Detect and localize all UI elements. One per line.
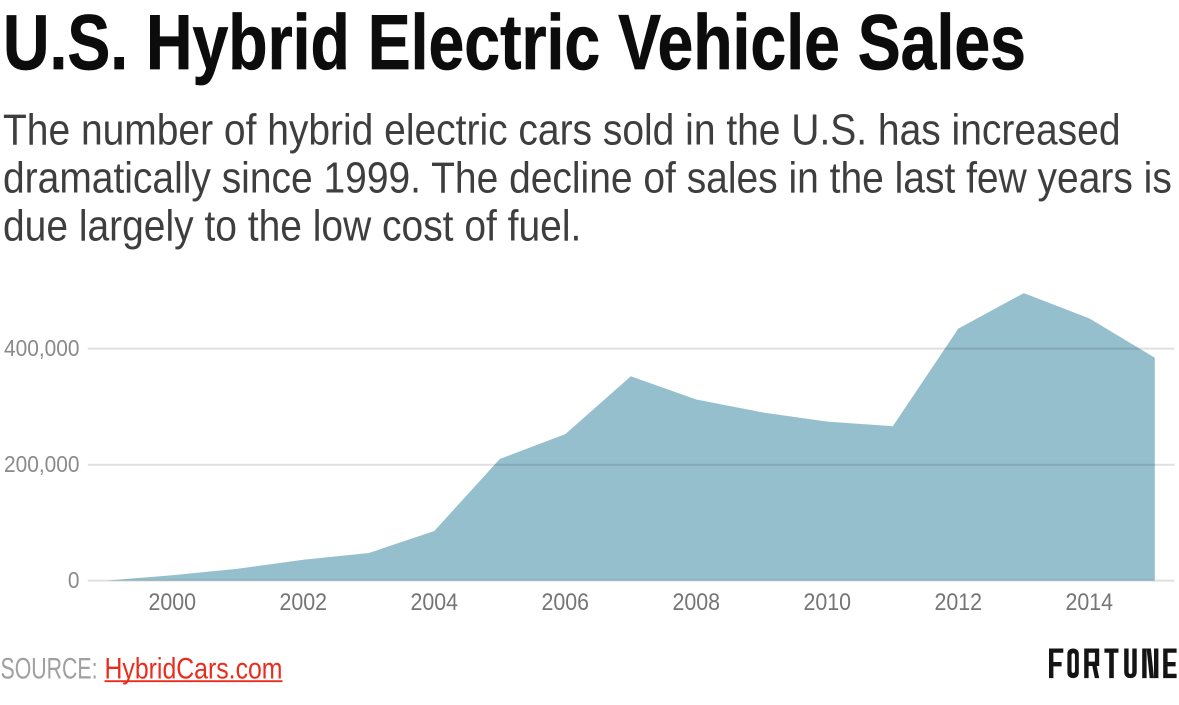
svg-text:The number of hybrid electric: The number of hybrid electric cars sold … — [3, 104, 1121, 154]
svg-text:2002: 2002 — [280, 588, 327, 615]
svg-text:dramatically since 1999. The d: dramatically since 1999. The decline of … — [3, 152, 1172, 202]
svg-text:200,000: 200,000 — [4, 451, 79, 477]
svg-text:2014: 2014 — [1066, 588, 1113, 615]
svg-text:2008: 2008 — [673, 588, 720, 615]
svg-text:due largely to the low cost of: due largely to the low cost of fuel. — [3, 200, 581, 250]
svg-text:0: 0 — [68, 567, 80, 593]
svg-text:2010: 2010 — [804, 588, 851, 615]
svg-text:HybridCars.com: HybridCars.com — [105, 651, 283, 685]
svg-text:2012: 2012 — [935, 588, 982, 615]
svg-text:2000: 2000 — [149, 588, 196, 615]
svg-text:2006: 2006 — [542, 588, 589, 615]
svg-text:SOURCE:: SOURCE: — [1, 651, 98, 686]
svg-text:U.S. Hybrid Electric Vehicle S: U.S. Hybrid Electric Vehicle Sales — [3, 0, 1026, 86]
svg-text:2004: 2004 — [411, 588, 458, 615]
svg-text:400,000: 400,000 — [4, 335, 79, 361]
